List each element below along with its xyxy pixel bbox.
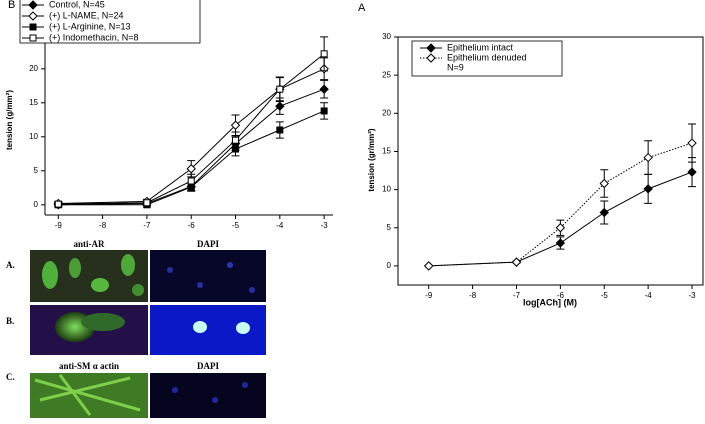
series-line <box>428 171 693 267</box>
legend-box <box>411 40 563 77</box>
series <box>54 36 329 208</box>
y-tick-label: 20 <box>382 108 391 117</box>
y-tick-label: 0 <box>34 200 39 209</box>
y-tick-label: 15 <box>382 147 391 156</box>
series-line <box>58 88 325 206</box>
y-tick-label: 5 <box>387 223 392 232</box>
legend-marker <box>29 23 37 31</box>
x-tick-label: -6 <box>188 221 196 230</box>
marker <box>599 178 609 189</box>
image-column-label: DAPI <box>197 361 219 371</box>
y-tick-label: 15 <box>29 98 38 107</box>
legend-box <box>19 0 201 44</box>
marker <box>276 85 284 93</box>
marker <box>276 126 284 134</box>
x-tick-label: -8 <box>99 221 107 230</box>
image-row-label: B. <box>6 316 14 326</box>
x-tick-label: -4 <box>645 291 653 300</box>
marker <box>555 223 566 233</box>
x-tick-label: -7 <box>143 221 151 230</box>
micrographs: anti-AR DAPI anti-SM α actin DAPI A. B. … <box>6 239 266 418</box>
series-line <box>428 142 693 267</box>
legend-label: Control, N=45 <box>49 0 105 9</box>
marker <box>555 238 566 248</box>
x-tick-label: -3 <box>321 221 329 230</box>
y-axis-label: tension (gr/mm²) <box>367 128 376 191</box>
marker <box>320 50 328 58</box>
y-tick-label: 20 <box>29 64 38 73</box>
legend-label: (+) Indomethacin, N=8 <box>49 32 139 42</box>
marker <box>230 120 241 130</box>
y-tick-label: 10 <box>29 132 38 141</box>
series <box>424 123 697 271</box>
plot-frame <box>397 36 704 286</box>
x-tick-label: -9 <box>55 221 63 230</box>
x-tick-label: -9 <box>425 291 433 300</box>
marker <box>275 101 285 111</box>
series-line <box>58 110 325 206</box>
panel-label: A <box>358 2 366 14</box>
image-column-label: anti-SM α actin <box>59 361 119 371</box>
x-tick-label: -3 <box>688 291 696 300</box>
legend-label: Epithelium intact <box>447 42 514 52</box>
marker <box>319 84 329 94</box>
image-column-label: DAPI <box>197 239 219 249</box>
marker <box>687 138 697 148</box>
series <box>54 102 329 209</box>
x-tick-label: -5 <box>232 221 240 230</box>
series-line <box>58 53 325 205</box>
legend-label: Epithelium denuded <box>447 52 527 62</box>
legend-marker <box>28 11 38 21</box>
marker <box>54 200 62 208</box>
image-column-label: anti-AR <box>74 239 105 249</box>
marker <box>143 199 151 207</box>
x-tick-label: -7 <box>513 291 521 300</box>
legend-marker <box>426 43 436 53</box>
panel-label: B <box>8 0 15 11</box>
x-tick-label: -8 <box>469 291 477 300</box>
series-line <box>58 68 325 204</box>
annotation: N=9 <box>447 62 464 72</box>
image-row-label: C. <box>6 372 15 382</box>
legend-marker <box>426 53 436 63</box>
x-tick-label: -6 <box>557 291 565 300</box>
marker <box>186 164 196 174</box>
y-tick-label: 30 <box>382 32 391 41</box>
image-dapi-c <box>150 373 266 418</box>
x-axis-label: log[ACh] (M) <box>523 297 577 307</box>
marker <box>643 152 653 163</box>
y-tick-label: 10 <box>382 185 391 194</box>
y-tick-label: 5 <box>34 166 39 175</box>
marker <box>187 177 195 185</box>
legend-marker <box>28 0 38 10</box>
x-tick-label: -4 <box>276 221 284 230</box>
marker <box>687 167 697 177</box>
legend-label: (+) L-NAME, N=24 <box>49 10 124 20</box>
marker <box>424 261 434 271</box>
x-tick-label: -5 <box>601 291 609 300</box>
y-tick-label: 25 <box>382 70 391 79</box>
image-row-label: A. <box>6 260 15 270</box>
marker <box>232 136 240 144</box>
legend-marker <box>29 34 37 42</box>
marker <box>643 184 653 194</box>
y-tick-label: 0 <box>387 261 392 270</box>
series <box>424 157 697 271</box>
marker <box>320 107 328 115</box>
y-axis-label: tension (g/mm²) <box>5 90 14 150</box>
marker <box>599 207 609 218</box>
marker <box>511 257 522 267</box>
image-dapi <box>150 250 266 302</box>
legend-label: (+) L-Arginine, N=13 <box>49 21 131 31</box>
